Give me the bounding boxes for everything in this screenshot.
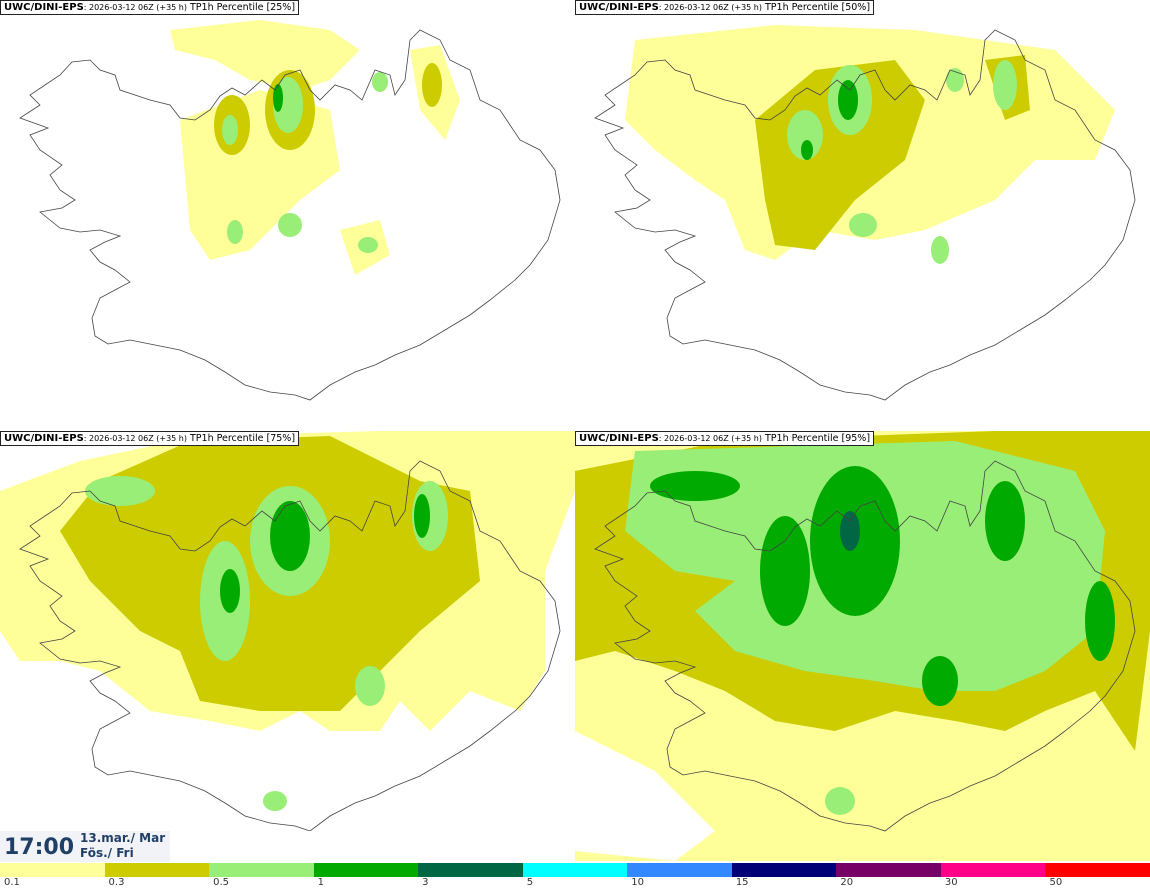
- precip-map-p95: [575, 431, 1150, 861]
- legend-tick-label: 3: [422, 877, 429, 888]
- legend-colorbar: [0, 863, 1150, 877]
- legend-swatch: [940, 863, 1046, 877]
- valid-time: 17:00: [4, 835, 75, 860]
- map-panel-p25: UWC/DINI-EPS: 2026-03-12 06Z (+35 h) TP1…: [0, 0, 575, 430]
- legend-tick-label: 50: [1049, 877, 1063, 888]
- legend-swatch: [104, 863, 210, 877]
- legend-tick-label: 5: [526, 877, 534, 888]
- panel-title: UWC/DINI-EPS: 2026-03-12 06Z (+35 h) TP1…: [0, 0, 300, 15]
- legend-tick-label: 30: [944, 877, 958, 888]
- legend-tick-label: 1: [317, 877, 324, 888]
- valid-time-box: 17:00 13.mar./ Mar Fös./ Fri: [0, 831, 170, 862]
- legend-swatch: [627, 863, 732, 877]
- legend-tick-label: 0.1: [4, 877, 20, 888]
- legend-ticks: 0.1 0.3 0.5 1 3 5 10 15 20 30 50: [0, 877, 1150, 891]
- panel-title: UWC/DINI-EPS: 2026-03-12 06Z (+35 h) TP1…: [575, 431, 875, 446]
- legend-swatch: [522, 863, 628, 877]
- precip-map-p75: [0, 431, 575, 831]
- legend-swatch: [0, 863, 105, 877]
- legend-tick-label: 20: [840, 877, 854, 888]
- panel-title: UWC/DINI-EPS: 2026-03-12 06Z (+35 h) TP1…: [575, 0, 875, 15]
- precip-map-p50: [594, 25, 1136, 401]
- legend-swatch: [1045, 863, 1150, 877]
- map-panel-p75: UWC/DINI-EPS: 2026-03-12 06Z (+35 h) TP1…: [0, 431, 575, 861]
- legend-swatch: [209, 863, 314, 877]
- legend-swatch: [418, 863, 523, 877]
- legend-tick-label: 10: [631, 877, 644, 888]
- map-panel-p50: UWC/DINI-EPS: 2026-03-12 06Z (+35 h) TP1…: [575, 0, 1150, 430]
- valid-date-line2: Fös./ Fri: [80, 846, 134, 860]
- legend-swatch: [731, 863, 837, 877]
- precip-map-p25: [19, 20, 561, 401]
- legend-tick-label: 0.5: [213, 877, 229, 888]
- panel-title: UWC/DINI-EPS: 2026-03-12 06Z (+35 h) TP1…: [0, 431, 300, 446]
- legend-swatch: [313, 863, 419, 877]
- valid-date-line1: 13.mar./ Mar: [80, 831, 166, 845]
- map-panel-p95: UWC/DINI-EPS: 2026-03-12 06Z (+35 h) TP1…: [575, 431, 1150, 861]
- legend-tick-label: 0.3: [108, 877, 125, 888]
- legend-tick-label: 15: [735, 877, 749, 888]
- legend-swatch: [836, 863, 941, 877]
